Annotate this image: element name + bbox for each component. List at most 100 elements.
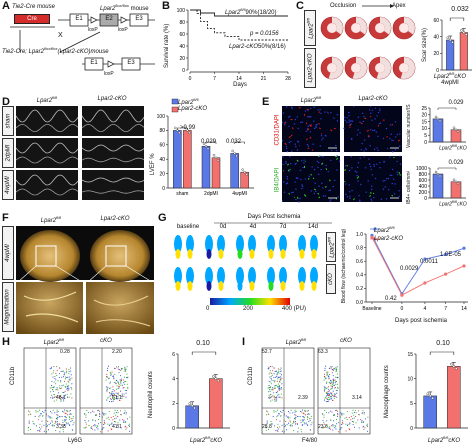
survival-xlabel: Days [233, 82, 247, 88]
whole-mount-heart-images [16, 226, 154, 334]
macrophage-event [335, 410, 337, 412]
h-q2-mid: 51.1 [112, 395, 122, 401]
g-row-cko: cKO [326, 264, 336, 294]
bloodflow-legend-cko: Lpar2-cKO [374, 236, 404, 242]
macrophage-event [302, 409, 304, 411]
macrophage-event [268, 380, 270, 383]
neutrophil-event [85, 423, 87, 425]
dapi-nucleus [292, 191, 294, 193]
macrophage-event [309, 419, 311, 421]
dapi-nucleus [357, 129, 359, 131]
neutrophil-event [63, 400, 65, 402]
ldi-leg [267, 235, 275, 253]
bloodflow-p2: 0.0011 [420, 259, 438, 265]
neutrophil-event [39, 409, 41, 411]
neutrophil-event [69, 378, 71, 380]
e-col-fl: Lpar2fl/fl [300, 95, 322, 104]
bloodflow-y-tick-label: 0.6 [356, 259, 363, 265]
macrophage-event [337, 410, 339, 413]
neutrophil-event [69, 367, 72, 369]
dapi-nucleus [359, 121, 361, 123]
macrophage-event [265, 429, 267, 431]
cko-mouse-label: Tie2-Cre; Lpar2flox/flox(Lpar2-cKO)mouse [2, 46, 109, 55]
neutrophil-event [67, 387, 69, 390]
macrophage-event [269, 370, 271, 372]
dapi-nucleus [363, 156, 365, 158]
dapi-nucleus [316, 123, 318, 126]
dapi-nucleus [384, 179, 386, 182]
macrophage-event [334, 395, 336, 397]
macrophage-event [287, 417, 289, 419]
neutrophil-event [115, 392, 117, 394]
neutrophil-event [67, 389, 69, 391]
neutrophil-event [48, 416, 50, 418]
macrophage-event [336, 409, 338, 411]
dapi-nucleus [330, 159, 332, 162]
dapi-nucleus [378, 108, 381, 110]
dapi-nucleus [320, 112, 322, 114]
bloodflow-point [444, 252, 448, 256]
macrophage-event [323, 423, 325, 425]
neutrophil-event [64, 378, 66, 380]
neutrophil-event [28, 414, 30, 416]
macrophage-event [306, 416, 308, 418]
dapi-nucleus [285, 162, 287, 165]
heart-slice-lumen [375, 23, 385, 33]
macrophage-event [341, 420, 343, 422]
macrophage-event [329, 392, 332, 394]
ib4-signal [324, 186, 327, 188]
neutrophil-event [91, 410, 94, 412]
macrophage-event [272, 415, 274, 418]
macrophage-event [335, 380, 337, 382]
neutrophil-event [51, 384, 53, 387]
lvef-y-tick-label: 100 [157, 114, 166, 120]
dapi-nucleus [394, 121, 397, 123]
dapi-nucleus [371, 174, 374, 176]
macrophage-event [304, 411, 306, 413]
macrophage-event [276, 398, 278, 400]
neutrophil-event [99, 412, 101, 415]
neutrophil-event [103, 421, 105, 424]
dapi-nucleus [382, 137, 385, 140]
macrophage-event [326, 374, 328, 376]
neutrophil-event [64, 416, 66, 418]
neutrophil-event [108, 400, 111, 403]
macrophage-event [352, 424, 354, 426]
macrophage-event [326, 392, 328, 395]
lvef-bar [201, 145, 211, 189]
neutrophil-event [112, 415, 114, 417]
dapi-nucleus [356, 174, 358, 177]
macrophage-bar [423, 395, 437, 429]
macrophage-event [335, 428, 337, 430]
dapi-nucleus [306, 128, 309, 130]
macrophage-event [303, 417, 305, 419]
panel-b-label: B [162, 0, 170, 12]
macrophage-event [303, 419, 305, 421]
dapi-nucleus [392, 178, 395, 180]
heart-slice-lumen [327, 23, 337, 33]
dapi-nucleus [294, 181, 296, 183]
neutrophil-event [106, 370, 109, 372]
lvef-dot [241, 168, 244, 171]
cd31-signal [307, 128, 310, 131]
dapi-nucleus [377, 111, 380, 114]
neutrophil-event [64, 385, 66, 387]
dapi-nucleus [314, 182, 316, 184]
infarct-region [400, 57, 415, 79]
macrophage-dot [452, 365, 456, 368]
neutrophil-event [119, 394, 121, 396]
survival-y-tick-label: 40 [179, 44, 185, 50]
neutrophil-event [72, 415, 74, 417]
lvef-legend-fl: Lpar2fl/fl [178, 97, 199, 106]
neutrophil-event [120, 379, 123, 381]
c-row-label-fl: Lpar2fl/fl [304, 10, 316, 46]
dapi-nucleus [285, 147, 288, 150]
neutrophil-event [63, 391, 65, 394]
neutrophil-event [114, 398, 116, 400]
neutrophil-event [56, 370, 58, 372]
neutrophil-event [122, 418, 124, 421]
dapi-nucleus [399, 133, 401, 135]
macrophage-event [334, 427, 336, 429]
dapi-nucleus [348, 121, 350, 123]
neutrophil-event [106, 399, 108, 401]
